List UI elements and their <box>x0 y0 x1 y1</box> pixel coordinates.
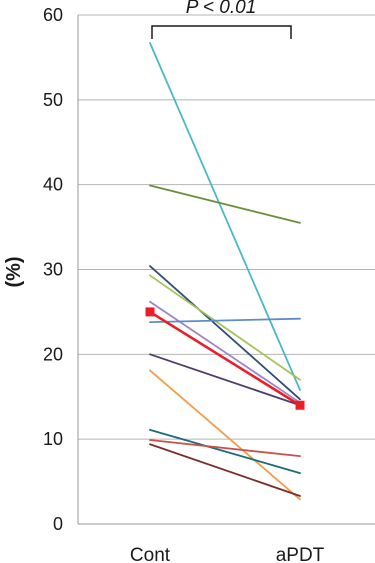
x-category-label: aPDT <box>276 545 325 563</box>
y-tick-label: 50 <box>43 90 63 110</box>
series-line <box>149 265 301 401</box>
series-line <box>149 42 301 391</box>
mean-marker <box>295 400 305 410</box>
mean-marker <box>145 307 155 317</box>
significance-bracket <box>151 25 292 39</box>
series-lines <box>145 42 305 501</box>
gridlines <box>78 14 375 525</box>
x-category-labels: Cont aPDT <box>130 545 325 563</box>
series-line <box>149 428 301 475</box>
y-tick-label: 30 <box>43 260 63 280</box>
series-line <box>149 353 301 407</box>
mean-series-line <box>148 310 302 407</box>
y-tick-label: 40 <box>43 175 63 195</box>
series-line <box>149 274 301 381</box>
y-tick-label: 0 <box>53 514 63 534</box>
series-line <box>149 439 301 458</box>
y-tick-label: 60 <box>43 5 63 25</box>
y-tick-label: 20 <box>43 344 63 364</box>
significance-annotation: P < 0.01 <box>186 0 257 18</box>
series-line <box>149 443 301 497</box>
series-line <box>149 184 301 224</box>
series-line <box>149 300 301 404</box>
y-tick-label: 10 <box>43 429 63 449</box>
y-tick-labels: 0 10 20 30 40 50 60 <box>43 5 63 534</box>
x-category-label: Cont <box>130 545 171 563</box>
y-axis-label: (%) <box>3 256 25 287</box>
series-line <box>149 317 301 323</box>
series-line <box>149 369 301 501</box>
